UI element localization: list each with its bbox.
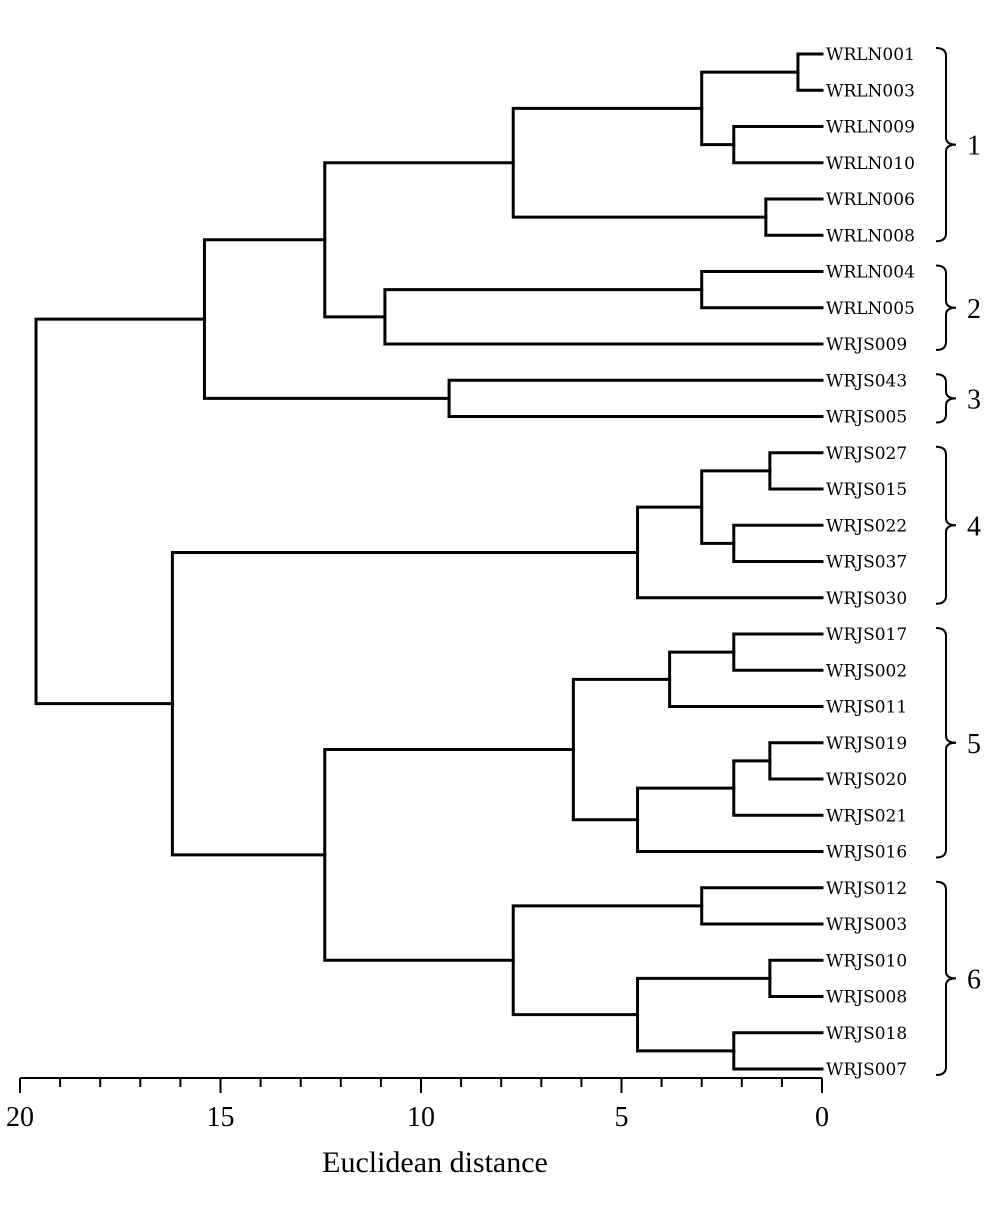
group-braces [935,47,957,1076]
branch-merge-2 [764,197,824,237]
group-label-3: 3 [967,384,981,415]
branch-merge-13 [636,505,824,600]
leaf-labels: WRLN001 WRLN003 WRLN009 WRLN010 WRLN006 WRLN0… [826,45,915,1080]
group-label-1: 1 [967,131,981,162]
leaf-label-wrjs015: WRJS015 [826,480,907,500]
group-labels: 1 2 3 4 5 6 [967,131,981,996]
leaf-label-wrln001: WRLN001 [826,45,915,65]
branch-merge-12 [700,469,772,545]
branch-merge-25 [323,748,575,962]
branch-merge-20 [700,886,824,926]
x-axis-title: Euclidean distance [322,1146,548,1179]
branch-merge-15 [668,650,824,708]
branch-merge-1 [732,125,824,165]
branch-merge-17 [732,759,824,817]
leaf-label-wrjs018: WRJS018 [826,1024,907,1044]
x-axis: 20 15 10 5 0 [6,1077,829,1133]
branch-merge-11 [732,523,824,563]
leaf-label-wrjs019: WRJS019 [826,734,907,754]
group-brace-5 [935,627,957,859]
leaf-label-wrjs007: WRJS007 [826,1060,907,1080]
leaf-label-wrjs016: WRJS016 [826,843,907,863]
x-axis-tick-labels: 20 15 10 5 0 [6,1102,829,1133]
group-brace-4 [935,445,957,605]
branch-merge-9 [202,238,451,400]
group-label-2: 2 [967,294,981,325]
branch-merge-6 [383,288,824,346]
branch-merge-19 [571,677,672,822]
branch-merge-3 [700,70,800,147]
branch-merge-14 [732,632,824,672]
branch-merge-27 [34,317,206,706]
leaf-label-wrjs005: WRJS005 [826,408,907,428]
tick-label-15: 15 [207,1102,235,1133]
branch-merge-26 [170,550,640,857]
tick-label-10: 10 [407,1102,435,1133]
group-label-6: 6 [967,964,981,995]
tick-label-20: 20 [6,1102,34,1133]
branch-merge-23 [636,976,772,1053]
leaf-label-wrjs011: WRJS011 [826,698,907,718]
branch-merge-5 [700,270,824,310]
leaf-label-wrjs030: WRJS030 [826,589,907,609]
leaf-label-wrjs020: WRJS020 [826,770,907,790]
leaf-label-wrjs027: WRJS027 [826,444,907,464]
group-brace-1 [935,47,957,243]
leaf-label-wrjs002: WRJS002 [826,661,907,681]
group-brace-6 [935,880,957,1076]
leaf-label-wrln010: WRLN010 [826,154,915,174]
leaf-label-wrjs037: WRJS037 [826,553,907,573]
branch-merge-22 [732,1031,824,1071]
dendrogram-branches [34,52,824,1071]
group-label-5: 5 [967,729,981,760]
leaf-label-wrjs010: WRJS010 [826,951,907,971]
leaf-label-wrln004: WRLN004 [826,263,915,283]
branch-merge-24 [511,904,704,1017]
branch-merge-18 [636,786,824,853]
leaf-label-wrln008: WRLN008 [826,226,915,246]
leaf-label-wrjs009: WRJS009 [826,335,907,355]
leaf-label-wrjs012: WRJS012 [826,879,907,899]
leaf-label-wrjs043: WRJS043 [826,371,907,391]
branch-merge-8 [447,378,824,418]
group-brace-3 [935,373,957,424]
leaf-label-wrjs017: WRJS017 [826,625,907,645]
group-label-4: 4 [967,511,981,542]
group-brace-2 [935,264,957,351]
x-axis-ticks [19,1078,823,1093]
leaf-label-wrjs008: WRJS008 [826,988,907,1008]
branch-merge-21 [768,958,824,998]
tick-label-0: 0 [815,1102,829,1133]
branch-merge-10 [768,451,824,491]
leaf-label-wrjs021: WRJS021 [826,806,907,826]
leaf-label-wrln005: WRLN005 [826,299,915,319]
branch-merge-4 [511,106,768,219]
branch-merge-16 [768,741,824,781]
leaf-label-wrln003: WRLN003 [826,81,915,101]
tick-label-5: 5 [615,1102,629,1133]
branch-merge-7 [323,161,515,319]
branch-merge-0 [796,52,824,92]
leaf-label-wrln009: WRLN009 [826,118,915,138]
leaf-label-wrjs003: WRJS003 [826,915,907,935]
leaf-label-wrln006: WRLN006 [826,190,915,210]
leaf-label-wrjs022: WRJS022 [826,516,907,536]
